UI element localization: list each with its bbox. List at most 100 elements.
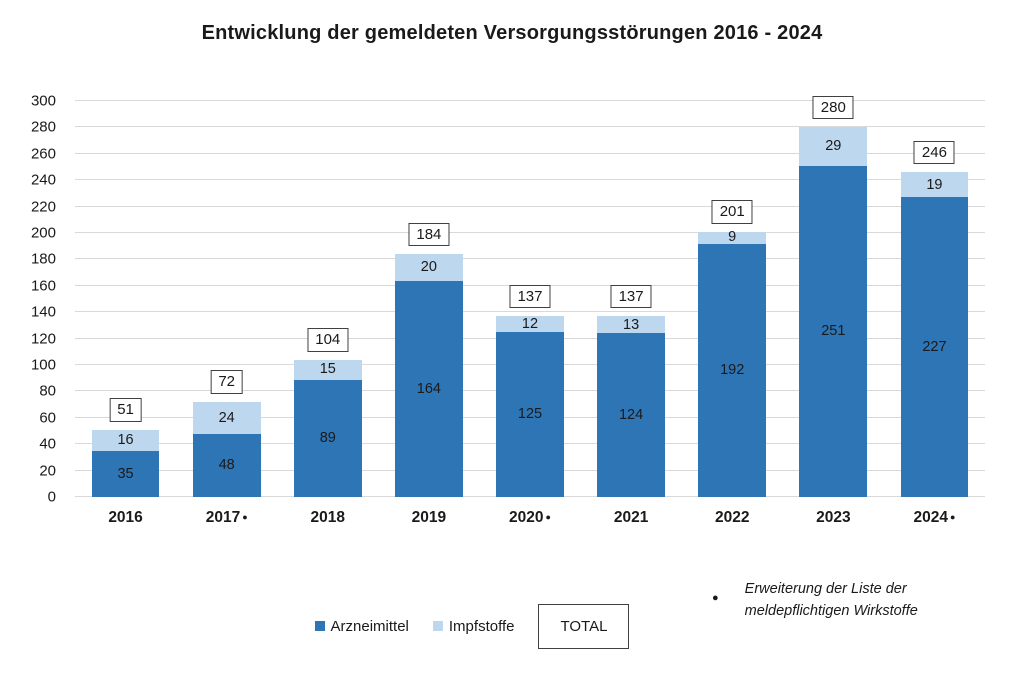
x-axis-label-2023: 2023 — [816, 509, 851, 526]
bar-segment-impfstoffe: 24 — [192, 401, 261, 434]
bar-stack: 48 24 — [192, 401, 261, 497]
bar-group-2023: 251 29 280 — [783, 95, 884, 497]
bar-value-label: 16 — [117, 432, 134, 448]
legend-item-arzneimittel: Arzneimittel — [314, 617, 409, 635]
legend-label-impfstoffe: Impfstoffe — [448, 617, 515, 635]
bar-value-label: 15 — [319, 361, 336, 378]
y-tick-label: 260 — [30, 145, 56, 163]
bar-segment-impfstoffe: 15 — [293, 359, 362, 380]
bar-stack: 164 20 — [395, 254, 463, 497]
total-label: 137 — [509, 284, 551, 309]
bar-stack: 192 9 — [698, 229, 767, 497]
x-axis-label-2024: 2024 ● — [913, 509, 956, 526]
legend: Arzneimittel Impfstoffe TOTAL — [0, 600, 984, 652]
footnote-bullet-icon: ● — [712, 592, 719, 604]
bar-group-2024: 227 19 246 — [884, 101, 985, 497]
bar-stack: 89 15 — [293, 359, 362, 497]
bar-value-label: 13 — [623, 316, 640, 333]
bar-segment-impfstoffe: 20 — [395, 254, 463, 281]
bar-segment-arzneimittel: 227 — [900, 197, 969, 497]
y-tick-label: 100 — [30, 356, 56, 374]
bar-segment-impfstoffe: 13 — [597, 316, 665, 334]
y-tick-label: 200 — [30, 224, 56, 242]
y-tick-label: 80 — [39, 382, 56, 400]
bar-value-label: 35 — [117, 465, 134, 482]
y-tick-label: 120 — [30, 330, 56, 348]
bar-group-2021: 124 13 137 — [581, 101, 682, 497]
y-tick-label: 20 — [39, 462, 56, 480]
bar-segment-impfstoffe: 9 — [698, 229, 767, 246]
gridline — [75, 152, 985, 154]
y-tick-label: 220 — [30, 198, 56, 216]
bar-value-label: 227 — [922, 338, 947, 355]
y-tick-label: 60 — [39, 409, 56, 427]
y-tick-label: 40 — [39, 435, 56, 453]
x-axis: 2016 2017 ● 2018 2019 2020 ● 2021 2022 2023 2024 ● — [75, 509, 985, 527]
bar-group-2022: 192 9 201 — [682, 101, 783, 497]
bar-group-2016: 35 16 51 — [75, 101, 176, 497]
x-axis-label-2022: 2022 — [714, 509, 750, 526]
bar-segment-impfstoffe: 29 — [799, 127, 868, 166]
bar-value-label: 12 — [521, 315, 539, 332]
bar-value-label: 164 — [416, 380, 441, 397]
total-label: 104 — [307, 328, 349, 352]
bar-stack: 35 16 — [91, 429, 160, 497]
gridline — [75, 179, 985, 181]
legend-swatch-impfstoffe — [432, 621, 443, 631]
x-axis-label-2018: 2018 — [310, 509, 346, 526]
total-label: 72 — [210, 370, 243, 394]
y-axis: 0 20 40 60 80 100 120 140 160 180 200 220 240 260 280 3… — [0, 94, 62, 505]
bar-segment-arzneimittel: 89 — [293, 379, 362, 497]
gridline — [75, 311, 985, 313]
gridline — [75, 205, 985, 207]
bar-value-label: 9 — [728, 229, 737, 246]
bar-segment-impfstoffe: 12 — [496, 315, 564, 333]
bar-stack: 125 12 — [496, 316, 564, 497]
y-tick-label: 140 — [30, 303, 56, 321]
bar-segment-arzneimittel: 192 — [698, 243, 767, 497]
y-tick-label: 180 — [30, 250, 56, 268]
gridline — [75, 232, 985, 234]
footnote-text: Erweiterung der Liste der meldepflichtig… — [744, 581, 918, 620]
bar-stack: 124 13 — [597, 316, 665, 497]
y-tick-label: 160 — [30, 277, 56, 295]
chart-title: Entwicklung der gemeldeten Versorgungsst… — [201, 22, 823, 44]
y-tick-label: 0 — [47, 488, 56, 506]
total-label: 280 — [812, 95, 854, 120]
bar-group-2020: 125 12 137 — [479, 101, 580, 497]
bar-stack: 251 29 — [799, 127, 868, 497]
bar-value-label: 19 — [926, 176, 943, 193]
bar-stack: 227 19 — [900, 172, 969, 497]
bar-value-label: 24 — [218, 409, 235, 426]
bar-segment-arzneimittel: 48 — [192, 433, 261, 497]
bar-value-label: 20 — [420, 259, 437, 276]
gridline — [75, 126, 985, 128]
x-axis-label-2016: 2016 — [108, 509, 143, 526]
legend-label-arzneimittel: Arzneimittel — [330, 617, 409, 635]
y-tick-label: 280 — [30, 118, 56, 136]
bar-group-2017: 48 24 72 — [176, 101, 277, 497]
x-axis-label-2017: 2017 ● — [205, 509, 248, 526]
bar-value-label: 29 — [825, 138, 842, 155]
footnote-marker-icon: ● — [242, 512, 248, 522]
total-label: 246 — [913, 140, 955, 165]
bar-segment-arzneimittel: 251 — [799, 165, 868, 497]
bar-value-label: 89 — [319, 430, 336, 447]
bar-segment-arzneimittel: 164 — [395, 280, 463, 497]
bar-value-label: 125 — [517, 406, 543, 423]
bar-segment-impfstoffe: 19 — [900, 172, 969, 198]
bar-segment-arzneimittel: 125 — [496, 332, 564, 497]
bar-group-2018: 89 15 104 — [277, 101, 378, 497]
bar-segment-impfstoffe: 16 — [91, 429, 160, 451]
total-label: 201 — [711, 200, 753, 224]
plot-area: 35 16 51 48 24 72 89 15 104 164 20 184 125 12 137 124 13… — [75, 95, 985, 497]
footnote-marker-icon: ● — [949, 512, 956, 522]
legend-item-impfstoffe: Impfstoffe — [432, 617, 515, 635]
gridline — [75, 100, 985, 101]
x-axis-label-2019: 2019 — [411, 509, 447, 526]
x-axis-label-2021: 2021 — [613, 509, 649, 526]
total-label: 137 — [610, 284, 652, 309]
bars-layer: 35 16 51 48 24 72 89 15 104 164 20 184 125 12 137 124 13… — [75, 95, 985, 497]
legend-total-box: TOTAL — [538, 603, 630, 649]
